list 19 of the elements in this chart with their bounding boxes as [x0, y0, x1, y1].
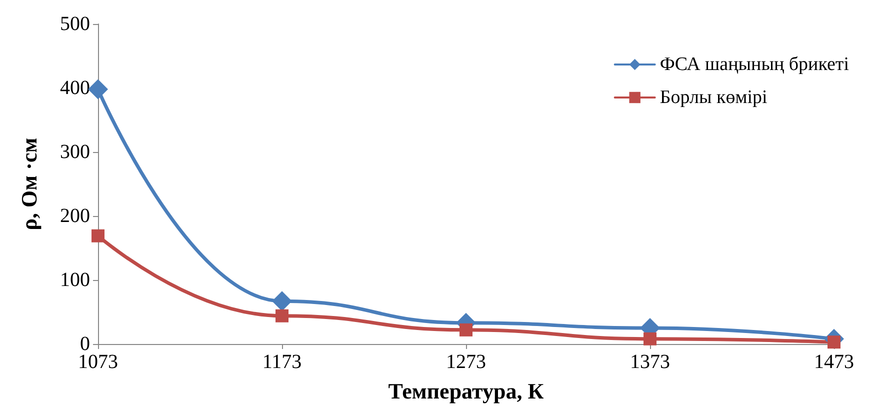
point: [92, 229, 104, 242]
point: [88, 79, 108, 100]
y-tick-label: 200: [60, 205, 90, 227]
x-tick-label: 1273: [446, 351, 486, 373]
x-tick-label: 1173: [262, 351, 302, 373]
legend-label: ФСА шаңының брикеті: [660, 54, 850, 75]
x-axis-title: Температура, К: [388, 378, 544, 404]
legend-label: Борлы көмірі: [660, 87, 768, 108]
y-axis-title: ρ, Ом ·см: [16, 138, 42, 230]
y-tick-label: 300: [60, 141, 90, 163]
point: [272, 291, 292, 312]
point: [276, 309, 288, 322]
x-tick-label: 1473: [814, 351, 854, 373]
y-tick-label: 500: [60, 13, 90, 35]
y-tick-label: 100: [60, 269, 90, 291]
point: [644, 332, 656, 346]
x-tick-label: 1373: [630, 351, 670, 373]
y-tick-label: 400: [60, 77, 90, 99]
point: [460, 323, 472, 336]
